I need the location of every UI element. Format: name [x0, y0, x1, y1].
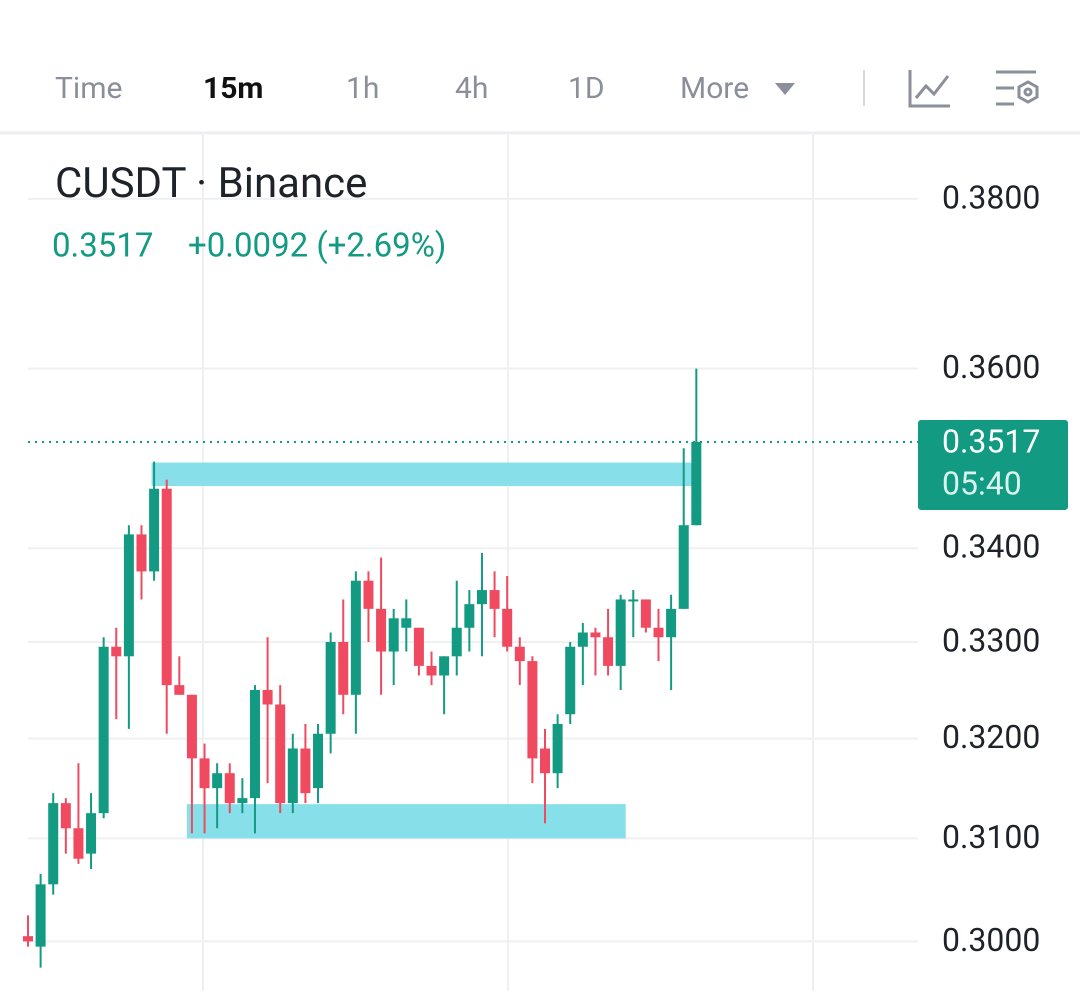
symbol-title: CUSDT · Binance	[55, 159, 367, 208]
candle-body	[514, 646, 525, 662]
candle-body	[426, 665, 437, 676]
candle-body	[60, 803, 71, 829]
candle-body	[186, 694, 197, 759]
candle-body	[565, 646, 576, 715]
candle-body	[123, 534, 134, 657]
header-change: +0.0092 (+2.69%)	[188, 227, 446, 266]
dropdown-arrow	[775, 83, 795, 95]
candle-body	[363, 580, 374, 609]
candle-body	[161, 488, 172, 686]
candle-body	[224, 773, 235, 804]
candle-body	[439, 656, 450, 676]
header-price: 0.3517	[52, 227, 153, 266]
candle-body	[149, 488, 160, 572]
y-tick-label: 0.3800	[942, 178, 1040, 216]
toolbar: Time 15m 1h 4h 1D More	[0, 70, 1080, 135]
candle-body	[23, 936, 33, 942]
candle-body	[98, 646, 109, 814]
zone	[186, 804, 626, 839]
tab[interactable]: 1h	[346, 71, 379, 106]
candle-body	[590, 632, 601, 638]
candle-body	[287, 748, 298, 804]
candle-body	[313, 733, 324, 789]
candle-body	[464, 604, 475, 628]
candle-body	[174, 685, 185, 695]
candle-body	[527, 661, 538, 759]
candle-body	[678, 525, 689, 609]
y-tick-label: 0.3300	[942, 621, 1040, 659]
candle-body	[300, 748, 311, 794]
candle-body	[401, 618, 412, 628]
y-tick-label: 0.3200	[942, 718, 1040, 756]
plot: 0.3800 0.3600 0.3400 0.3300 0.3200 0.3100 0.30…	[23, 178, 1068, 968]
y-tick-label: 0.3600	[942, 348, 1040, 386]
candle-body	[376, 608, 387, 652]
y-tick-label: 0.3100	[942, 818, 1040, 856]
candle-body	[275, 704, 286, 804]
candle-body	[615, 599, 626, 666]
candle-body	[666, 608, 677, 638]
candle-body	[199, 758, 210, 789]
zone	[151, 462, 694, 487]
candle-body	[262, 689, 273, 705]
candle-body	[35, 884, 46, 947]
y-tick-label: 0.3000	[942, 921, 1040, 959]
last-price-label: 0.3517	[942, 422, 1040, 460]
candle-body	[476, 590, 487, 605]
tab-more[interactable]: More	[680, 71, 749, 106]
candle-body	[48, 803, 59, 885]
candle-body	[489, 590, 500, 609]
candle-body	[350, 580, 361, 695]
last-price-box	[918, 419, 1068, 510]
candle-body	[86, 813, 97, 854]
tab[interactable]: 1D	[568, 71, 605, 106]
settings-icon[interactable]	[996, 70, 1039, 106]
candle-body	[413, 627, 424, 666]
candle-body	[388, 618, 399, 652]
candle-body	[237, 798, 248, 804]
candle-body	[212, 773, 223, 789]
candle-body	[540, 748, 551, 774]
candle-body	[502, 608, 513, 647]
tab[interactable]: 4h	[455, 71, 488, 106]
candle-body	[325, 641, 336, 734]
candle-body	[136, 534, 147, 572]
vertical-grid	[202, 135, 814, 991]
candle-body	[249, 689, 260, 799]
countdown: 05:40	[942, 464, 1022, 502]
candle-body	[640, 599, 651, 628]
candle-body	[653, 627, 664, 638]
candle-body	[691, 441, 702, 526]
candle-body	[451, 627, 462, 657]
candle-body	[111, 646, 122, 657]
tab-active[interactable]: 15m	[203, 71, 263, 106]
y-tick-label: 0.3400	[942, 528, 1040, 566]
indicator-icon[interactable]	[908, 70, 950, 108]
candle-body	[552, 723, 563, 774]
candle-body	[628, 599, 639, 602]
candle-body	[577, 632, 588, 647]
candle-body	[338, 641, 349, 695]
tab[interactable]: Time	[55, 71, 122, 106]
candle-body	[603, 637, 614, 666]
candle-body	[73, 828, 84, 859]
